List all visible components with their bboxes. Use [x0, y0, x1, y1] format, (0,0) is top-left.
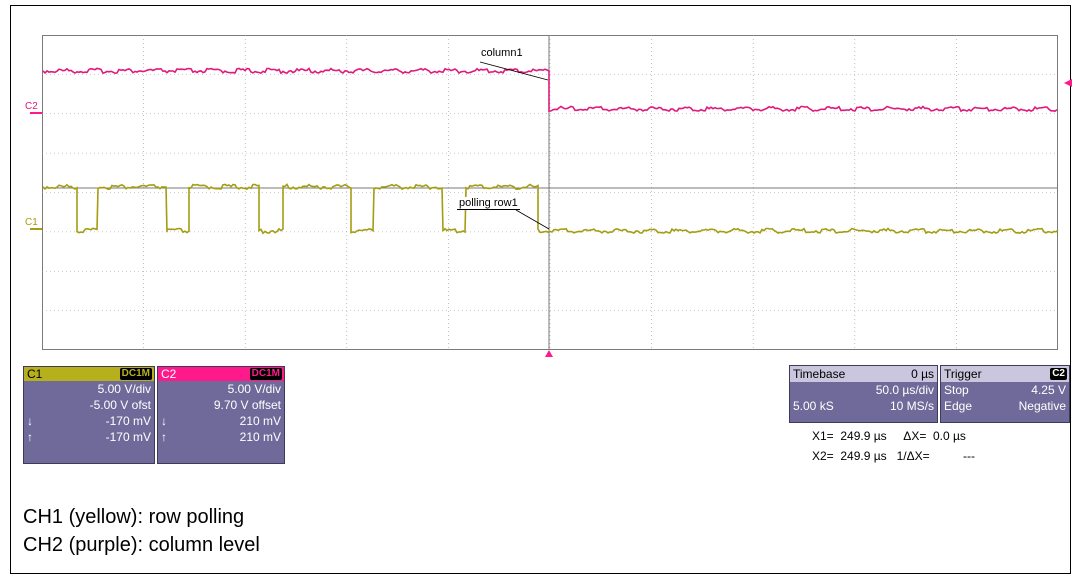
cursor-down-icon: ↓ — [27, 414, 33, 428]
c2-cursor-down: 210 mV — [239, 414, 281, 428]
timebase-samples: 5.00 kS — [793, 399, 834, 413]
c1-cursor-up: -170 mV — [105, 430, 151, 444]
c2-offset: 9.70 V offset — [213, 398, 281, 412]
c2-marker-label: C2 — [25, 101, 38, 112]
c2-name: C2 — [161, 367, 177, 381]
column1-callout: column1 — [479, 47, 525, 59]
c1-scale: 5.00 V/div — [97, 382, 151, 396]
c2-scale: 5.00 V/div — [227, 382, 281, 396]
timebase-delay: 0 µs — [911, 367, 934, 381]
c2-cursor-up: 210 mV — [239, 430, 281, 444]
timebase-rate: 10 MS/s — [889, 399, 934, 413]
trigger-slope: Negative — [1018, 399, 1066, 413]
c1-header[interactable]: C1 DC1M — [24, 367, 154, 381]
c1-marker-label: C1 — [25, 217, 38, 228]
c1-offset: -5.00 V ofst — [89, 398, 151, 412]
c2-header[interactable]: C2 DC1M — [158, 367, 284, 381]
trigger-source-badge: C2 — [1050, 368, 1067, 380]
c1-channel-panel[interactable]: C1 DC1M 5.00 V/div -5.00 V ofst ↓ -170 mV… — [23, 366, 155, 464]
trigger-header[interactable]: Trigger C2 — [941, 366, 1069, 382]
timebase-label: Timebase — [793, 367, 846, 381]
trigger-panel[interactable]: Trigger C2 Stop 4.25 V Edge Negative — [940, 365, 1070, 423]
trigger-label: Trigger — [944, 367, 982, 381]
cursor-up-icon: ↑ — [161, 430, 167, 444]
c1-name: C1 — [27, 367, 43, 381]
c1-cursor-down: -170 mV — [105, 414, 151, 428]
note-ch2: CH2 (purple): column level — [23, 534, 260, 556]
trigger-mode: Stop — [944, 383, 969, 397]
cursor-up-icon: ↑ — [27, 430, 33, 444]
polling-row1-callout: polling row1 — [457, 197, 520, 210]
timebase-per-div: 50.0 µs/div — [875, 383, 934, 397]
c2-coupling-badge: DC1M — [249, 368, 282, 380]
trigger-level: 4.25 V — [1031, 383, 1066, 397]
cursor-readout-2: X2= 249.9 µs 1/ΔX= --- — [812, 449, 975, 463]
cursor-readout-1: X1= 249.9 µs ΔX= 0.0 µs — [812, 429, 966, 443]
c2-channel-panel[interactable]: C2 DC1M 5.00 V/div 9.70 V offset ↓ 210 mV… — [157, 366, 285, 464]
oscilloscope-grid — [42, 35, 1058, 350]
note-ch1: CH1 (yellow): row polling — [23, 506, 245, 528]
timebase-panel[interactable]: Timebase 0 µs 50.0 µs/div 5.00 kS 10 MS/s — [789, 365, 938, 423]
timebase-header[interactable]: Timebase 0 µs — [790, 366, 937, 382]
cursor-down-icon: ↓ — [161, 414, 167, 428]
trigger-type: Edge — [944, 399, 973, 413]
c1-coupling-badge: DC1M — [119, 368, 152, 380]
